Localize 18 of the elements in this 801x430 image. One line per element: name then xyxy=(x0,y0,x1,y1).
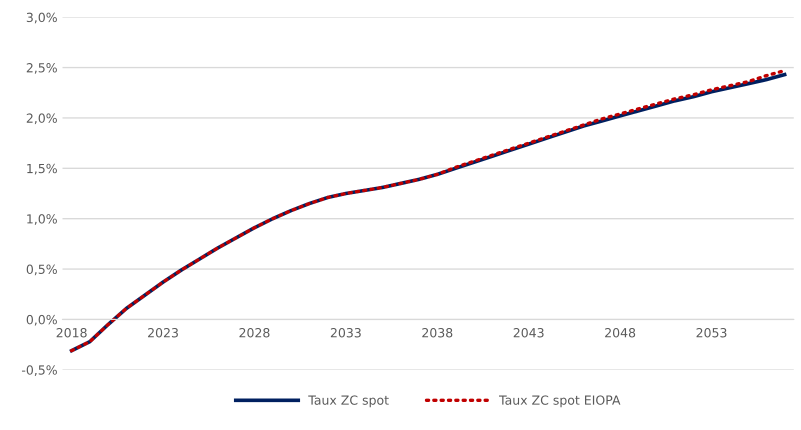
x-tick-label: 2028 xyxy=(239,328,270,338)
legend-label: Taux ZC spot EIOPA xyxy=(499,395,620,408)
x-tick-label: 2023 xyxy=(148,328,178,338)
y-tick-label: 2,0% xyxy=(26,113,57,124)
x-tick-label: 2048 xyxy=(605,328,636,338)
y-tick-label: 3,0% xyxy=(26,12,57,24)
x-tick-label: 2018 xyxy=(56,328,87,338)
y-tick-label: 2,5% xyxy=(26,63,57,74)
y-tick-label: 0,5% xyxy=(26,264,57,276)
x-tick-label: 2043 xyxy=(514,328,544,338)
y-tick-label: -0,5% xyxy=(22,365,57,376)
y-tick-label: 1,0% xyxy=(27,214,57,225)
x-tick-label: 2033 xyxy=(330,328,361,338)
y-tick-label: 0,0% xyxy=(26,314,57,326)
y-tick-label: 1,5% xyxy=(27,164,57,175)
legend-label: Taux ZC spot xyxy=(308,395,389,408)
x-tick-label: 2038 xyxy=(422,328,452,338)
x-tick-label: 2053 xyxy=(696,328,726,338)
